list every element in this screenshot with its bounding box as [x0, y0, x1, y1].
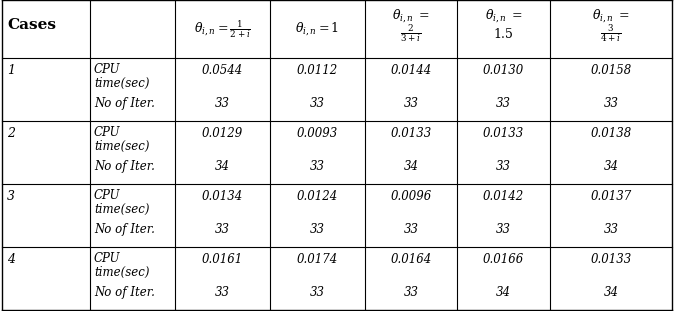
Text: 1: 1: [7, 64, 15, 77]
Text: 33: 33: [496, 160, 511, 173]
Text: $\theta_{i,n} \;=\;$: $\theta_{i,n} \;=\;$: [485, 8, 522, 24]
Text: 0.0096: 0.0096: [390, 190, 431, 203]
Text: No of Iter.: No of Iter.: [94, 97, 155, 110]
Text: 33: 33: [215, 223, 230, 236]
Text: 0.0124: 0.0124: [297, 190, 338, 203]
Text: CPU: CPU: [94, 63, 121, 76]
Text: 34: 34: [215, 160, 230, 173]
Text: 0.0130: 0.0130: [483, 64, 524, 77]
Text: 33: 33: [496, 223, 511, 236]
Text: 0.0133: 0.0133: [483, 127, 524, 140]
Text: 0.0129: 0.0129: [202, 127, 243, 140]
Text: CPU: CPU: [94, 252, 121, 265]
Text: 0.0112: 0.0112: [297, 64, 338, 77]
Text: 0.0144: 0.0144: [390, 64, 431, 77]
Text: 0.0133: 0.0133: [390, 127, 431, 140]
Text: time(sec): time(sec): [94, 140, 150, 153]
Text: 33: 33: [404, 286, 419, 299]
Text: 0.0158: 0.0158: [590, 64, 632, 77]
Text: 33: 33: [404, 97, 419, 110]
Text: No of Iter.: No of Iter.: [94, 223, 155, 236]
Text: 33: 33: [310, 160, 325, 173]
Text: $1.5$: $1.5$: [493, 27, 514, 41]
Text: 0.0142: 0.0142: [483, 190, 524, 203]
Text: $\theta_{i,n} \;=\;$: $\theta_{i,n} \;=\;$: [392, 8, 430, 24]
Text: 33: 33: [310, 286, 325, 299]
Text: time(sec): time(sec): [94, 203, 150, 216]
Text: 34: 34: [496, 286, 511, 299]
Text: 4: 4: [7, 253, 15, 266]
Text: 0.0164: 0.0164: [390, 253, 431, 266]
Text: $\theta_{i,n} = \frac{1}{2+i}$: $\theta_{i,n} = \frac{1}{2+i}$: [194, 18, 251, 40]
Text: $\frac{3}{4+i}$: $\frac{3}{4+i}$: [601, 22, 621, 44]
Text: Cases: Cases: [7, 18, 56, 32]
Text: 0.0133: 0.0133: [590, 253, 632, 266]
Text: $\theta_{i,n} \;=\;$: $\theta_{i,n} \;=\;$: [592, 8, 630, 24]
Text: 0.0134: 0.0134: [202, 190, 243, 203]
Text: 0.0138: 0.0138: [590, 127, 632, 140]
Text: 33: 33: [496, 97, 511, 110]
Text: time(sec): time(sec): [94, 77, 150, 90]
Text: 33: 33: [603, 223, 619, 236]
Text: 33: 33: [215, 286, 230, 299]
Text: 34: 34: [603, 160, 619, 173]
Text: 33: 33: [310, 97, 325, 110]
Text: 34: 34: [404, 160, 419, 173]
Text: $\theta_{i,n} = 1$: $\theta_{i,n} = 1$: [295, 21, 340, 37]
Text: 0.0161: 0.0161: [202, 253, 243, 266]
Text: 33: 33: [603, 97, 619, 110]
Text: 0.0093: 0.0093: [297, 127, 338, 140]
Text: 0.0137: 0.0137: [590, 190, 632, 203]
Text: 3: 3: [7, 190, 15, 203]
Text: 33: 33: [215, 97, 230, 110]
Text: CPU: CPU: [94, 126, 121, 139]
Text: 34: 34: [603, 286, 619, 299]
Text: 2: 2: [7, 127, 15, 140]
Text: CPU: CPU: [94, 189, 121, 202]
Text: 33: 33: [310, 223, 325, 236]
Text: No of Iter.: No of Iter.: [94, 286, 155, 299]
Text: time(sec): time(sec): [94, 266, 150, 279]
Text: 0.0174: 0.0174: [297, 253, 338, 266]
Text: 0.0544: 0.0544: [202, 64, 243, 77]
Text: 33: 33: [404, 223, 419, 236]
Text: No of Iter.: No of Iter.: [94, 160, 155, 173]
Text: 0.0166: 0.0166: [483, 253, 524, 266]
Text: $\frac{2}{3+i}$: $\frac{2}{3+i}$: [400, 22, 421, 44]
